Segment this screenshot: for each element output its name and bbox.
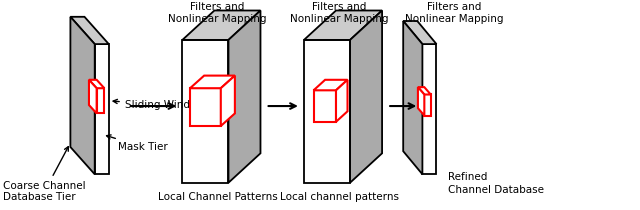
Polygon shape <box>228 10 260 183</box>
Text: Refined
Channel Database: Refined Channel Database <box>448 172 544 195</box>
Polygon shape <box>424 94 431 116</box>
Polygon shape <box>314 80 348 90</box>
Polygon shape <box>89 80 104 88</box>
Text: Sliding Window: Sliding Window <box>113 99 205 110</box>
Text: Local channel patterns: Local channel patterns <box>280 192 399 202</box>
Polygon shape <box>418 87 424 116</box>
Text: Filters and
Nonlinear Mapping: Filters and Nonlinear Mapping <box>405 2 504 25</box>
Text: Local Channel Patterns: Local Channel Patterns <box>157 192 278 202</box>
Polygon shape <box>422 44 436 174</box>
Polygon shape <box>182 40 228 183</box>
Polygon shape <box>190 76 235 88</box>
Polygon shape <box>403 21 436 44</box>
Polygon shape <box>95 44 109 174</box>
Polygon shape <box>304 10 382 40</box>
Text: Coarse Channel
Database Tier: Coarse Channel Database Tier <box>3 147 86 202</box>
Text: Filters and
Nonlinear Mapping: Filters and Nonlinear Mapping <box>168 2 267 25</box>
Text: Filters and
Nonlinear Mapping: Filters and Nonlinear Mapping <box>290 2 388 25</box>
Polygon shape <box>418 87 431 94</box>
Polygon shape <box>182 10 260 40</box>
Polygon shape <box>97 88 104 113</box>
Polygon shape <box>221 76 235 126</box>
Polygon shape <box>403 21 422 174</box>
Polygon shape <box>314 90 336 122</box>
Polygon shape <box>304 40 350 183</box>
Polygon shape <box>89 80 97 113</box>
Polygon shape <box>70 17 109 44</box>
Text: Mask Tier: Mask Tier <box>106 135 168 152</box>
Polygon shape <box>336 80 348 122</box>
Polygon shape <box>350 10 382 183</box>
Polygon shape <box>70 17 95 174</box>
Polygon shape <box>190 88 221 126</box>
